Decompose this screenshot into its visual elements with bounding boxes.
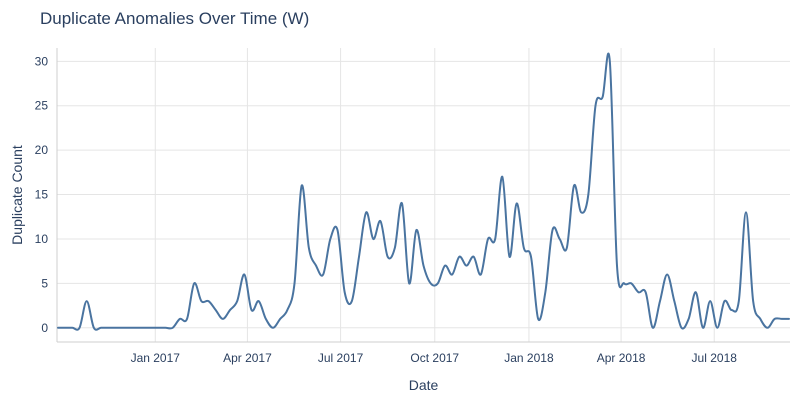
y-tick-label: 0 — [41, 321, 48, 335]
y-tick-label: 25 — [35, 99, 49, 113]
chart-title: Duplicate Anomalies Over Time (W) — [40, 9, 310, 28]
x-tick-label: Apr 2018 — [597, 351, 646, 365]
grid-layer — [57, 48, 790, 342]
y-axis-title: Duplicate Count — [9, 145, 25, 245]
x-tick-label: Oct 2017 — [410, 351, 459, 365]
x-tick-label: Jan 2018 — [504, 351, 554, 365]
x-tick-label: Jan 2017 — [131, 351, 181, 365]
y-axis-ticks: 0 5 10 15 20 25 30 — [35, 54, 49, 334]
x-axis-ticks: Jan 2017 Apr 2017 Jul 2017 Oct 2017 Jan 2018… — [131, 351, 738, 365]
x-tick-label: Apr 2017 — [223, 351, 272, 365]
x-axis-title: Date — [409, 377, 439, 393]
y-tick-label: 20 — [35, 143, 49, 157]
x-tick-label: Jul 2018 — [692, 351, 738, 365]
x-tick-label: Jul 2017 — [318, 351, 364, 365]
y-tick-label: 15 — [35, 188, 49, 202]
y-tick-label: 30 — [35, 54, 49, 68]
series-line — [57, 52, 790, 331]
y-tick-label: 10 — [35, 232, 49, 246]
y-tick-label: 5 — [41, 276, 48, 290]
